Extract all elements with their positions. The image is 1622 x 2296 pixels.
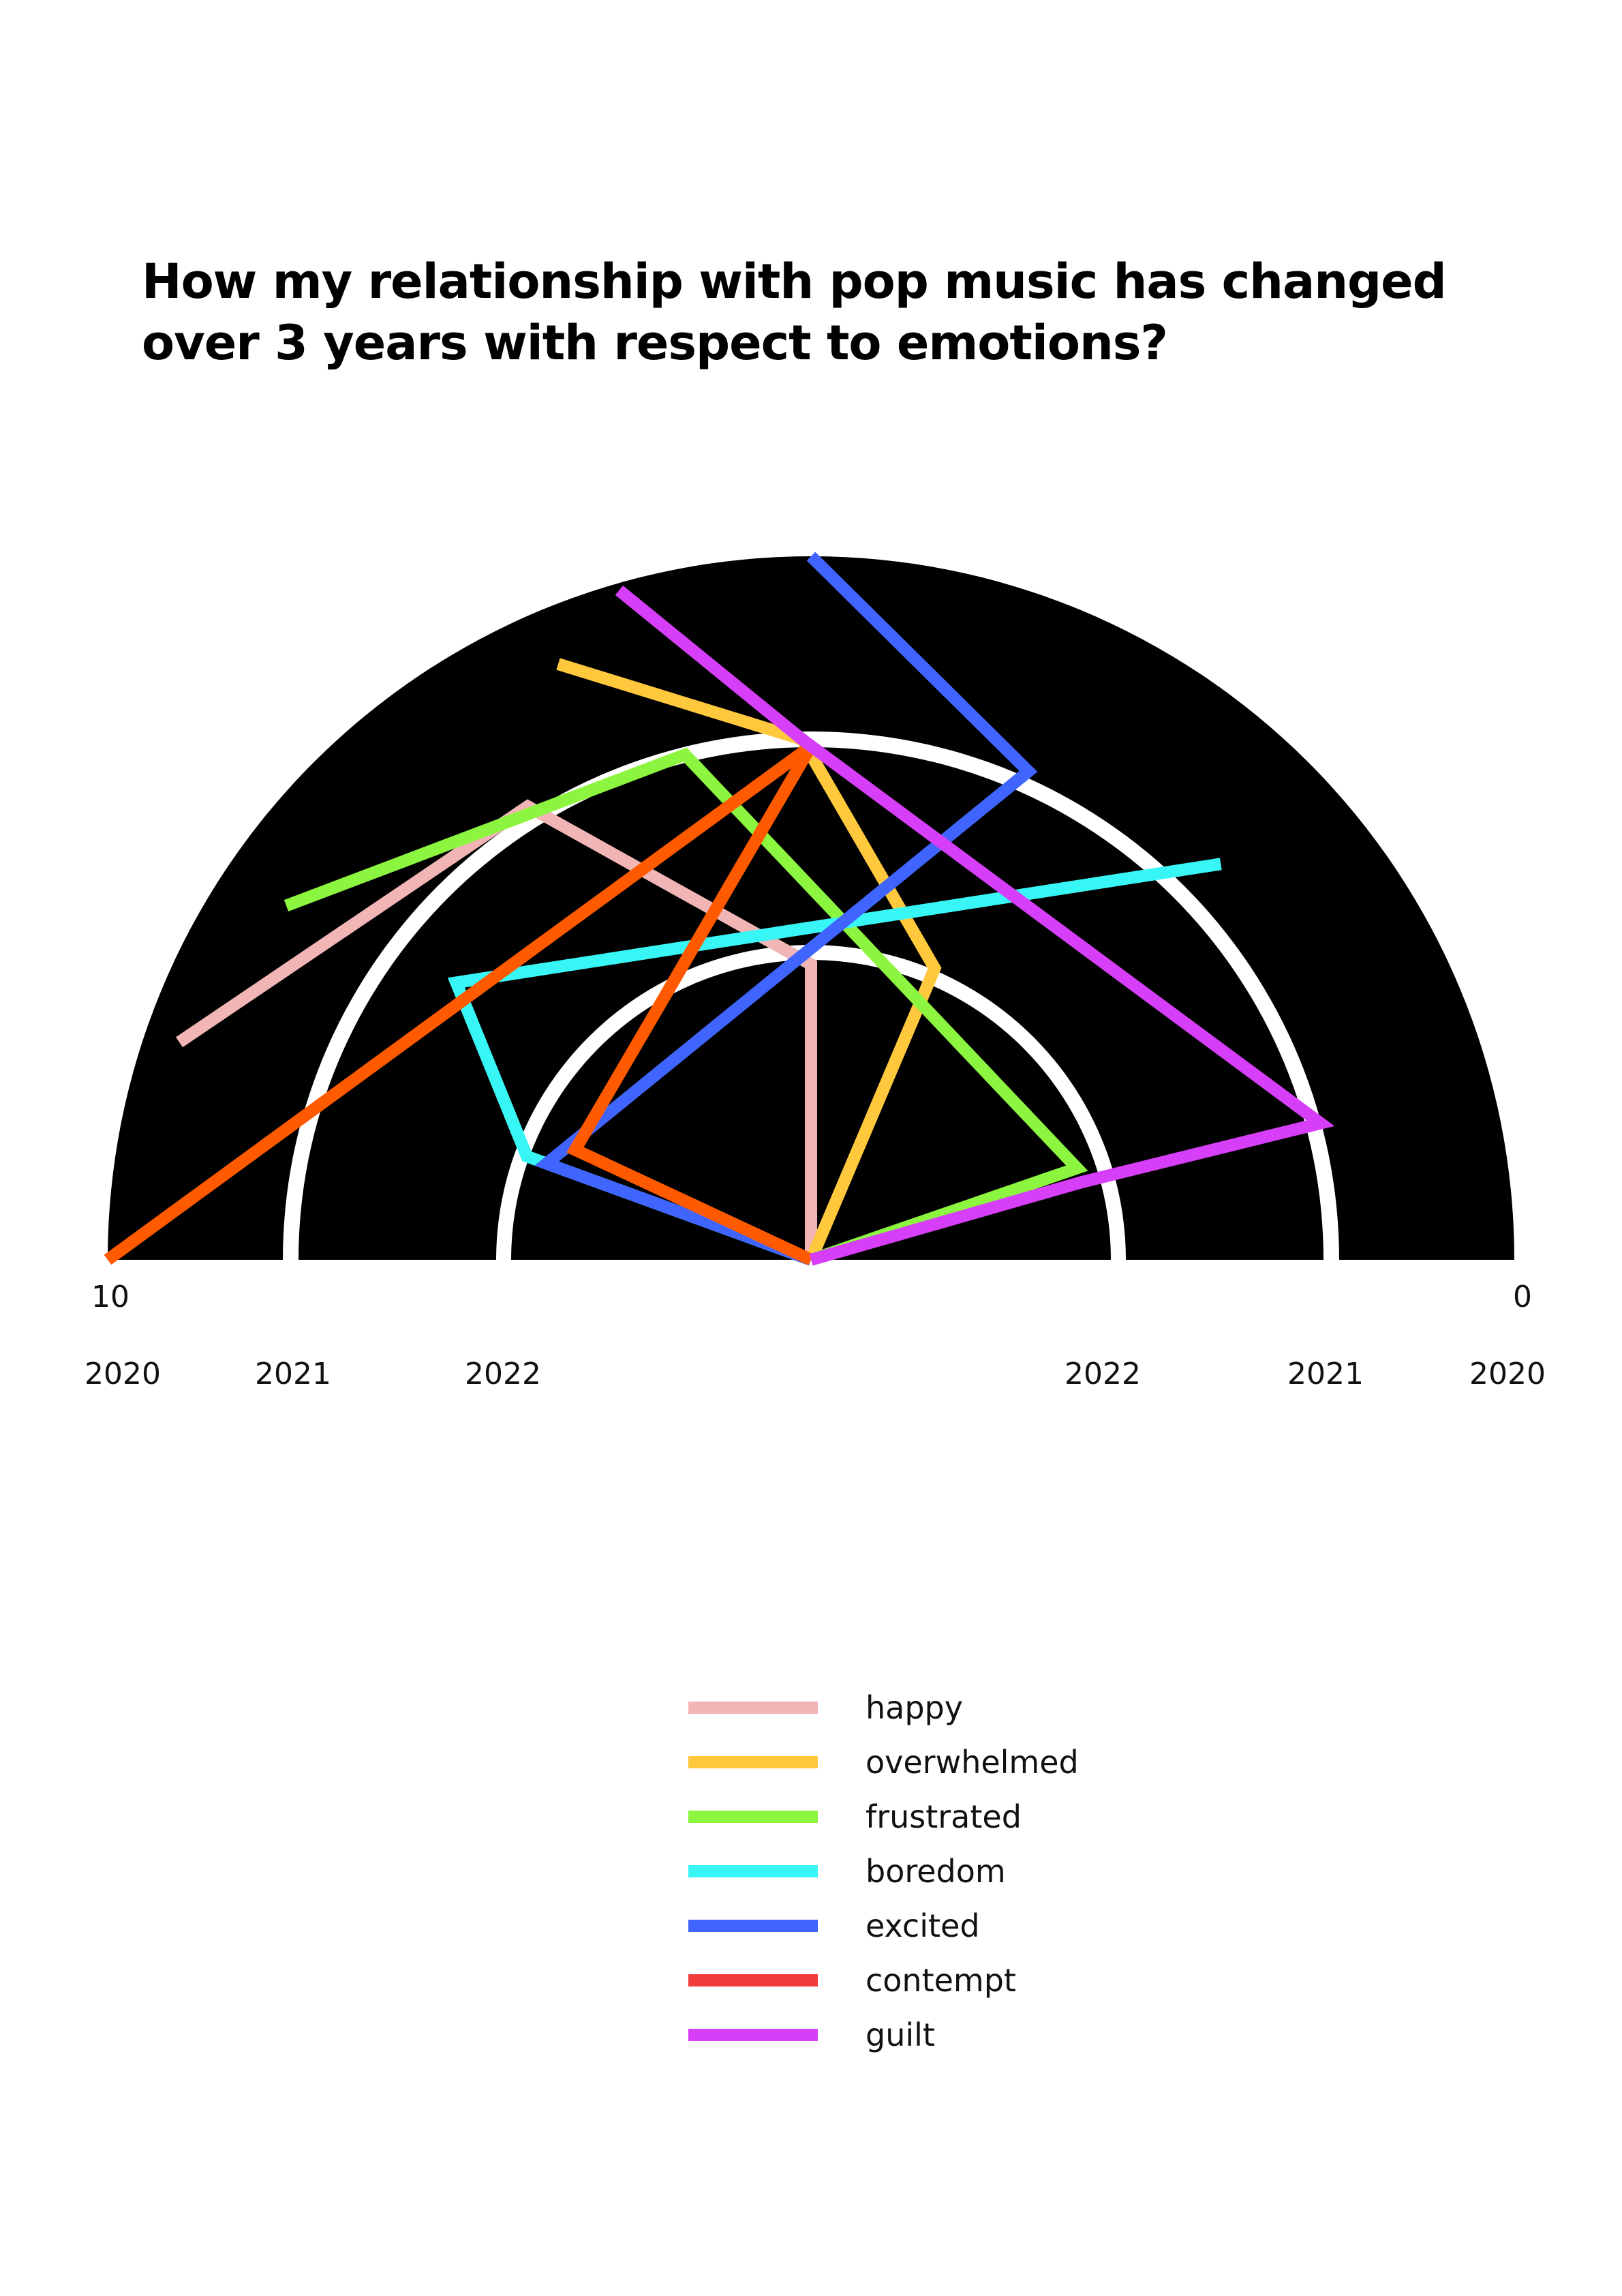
series-line-excited [534,552,1038,1266]
legend-item-happy: happy [688,1680,1079,1735]
legend-swatch [688,1974,818,1987]
scale-min-label: 10 [91,1280,129,1314]
legend-label: guilt [866,2016,935,2053]
legend-swatch [688,1920,818,1932]
axis-labels: 10 0 2020 2021 2022 2022 2021 2020 [85,1280,1546,1391]
series-line-happy [175,799,817,1260]
series-layer [104,552,1335,1266]
legend-item-guilt: guilt [688,2008,1079,2062]
legend-item-contempt: contempt [688,1953,1079,2008]
legend-swatch [688,1865,818,1877]
right-year-label: 2022 [1065,1357,1141,1391]
legend-label: excited [866,1907,980,1944]
left-year-label: 2020 [85,1357,161,1391]
series-line-guilt [615,585,1335,1266]
series-line-contempt [104,741,816,1266]
legend-item-frustrated: frustrated [688,1789,1079,1844]
legend-item-boredom: boredom [688,1844,1079,1899]
right-year-label: 2021 [1287,1357,1364,1391]
chart-title: How my relationship with pop music has c… [142,254,1447,371]
series-line-overwhelmed [556,658,942,1263]
series-line-frustrated [284,747,1088,1266]
legend-swatch [688,1811,818,1823]
legend-item-excited: excited [688,1899,1079,1953]
left-year-label: 2021 [255,1357,331,1391]
legend-swatch [688,1756,818,1768]
legend-label: contempt [866,1962,1016,1999]
scale-max-label: 0 [1513,1280,1532,1314]
right-year-label: 2020 [1469,1357,1546,1391]
legend: happy overwhelmed frustrated boredom exc… [688,1680,1079,2062]
legend-item-overwhelmed: overwhelmed [688,1735,1079,1789]
legend-label: overwhelmed [866,1744,1079,1781]
left-year-label: 2022 [465,1357,541,1391]
legend-label: happy [866,1689,963,1726]
legend-swatch [688,1702,818,1714]
legend-label: frustrated [866,1798,1022,1835]
legend-label: boredom [866,1853,1006,1890]
legend-swatch [688,2029,818,2041]
